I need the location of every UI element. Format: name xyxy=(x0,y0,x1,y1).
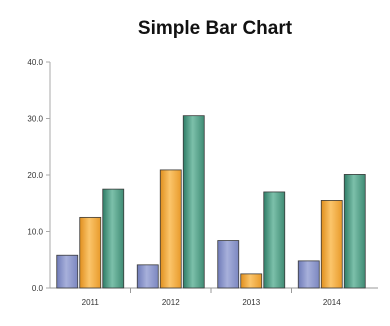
bar-2013-series-2 xyxy=(240,273,263,289)
x-tick-label: 2013 xyxy=(242,298,260,307)
bar-2012-series-2 xyxy=(159,169,182,289)
bar-2012-series-1 xyxy=(136,264,159,289)
x-tick-label: 2014 xyxy=(323,298,341,307)
y-tick-label: 20.0 xyxy=(27,171,43,180)
bar-2014-series-2 xyxy=(320,200,343,289)
y-tick-label: 0.0 xyxy=(32,284,44,293)
bar-2013-series-1 xyxy=(217,240,240,289)
chart-title: Simple Bar Chart xyxy=(137,18,293,39)
y-tick-label: 10.0 xyxy=(27,228,43,237)
x-tick-label: 2011 xyxy=(82,298,100,307)
bar-2012-series-3 xyxy=(182,115,205,289)
bars xyxy=(56,115,366,289)
bar-2011-series-2 xyxy=(79,216,102,289)
y-axis: 0.0 10.0 20.0 30.0 40.0 xyxy=(27,58,51,293)
bar-2011-series-1 xyxy=(56,254,79,289)
x-axis: 2011 2012 2013 2014 xyxy=(50,287,378,307)
bar-2011-series-3 xyxy=(102,188,125,289)
bar-2014-series-1 xyxy=(297,260,320,289)
y-tick-label: 30.0 xyxy=(27,115,43,124)
y-tick-label: 40.0 xyxy=(27,58,43,67)
x-tick-label: 2012 xyxy=(162,298,180,307)
bar-2013-series-3 xyxy=(263,191,286,289)
bar-2014-series-3 xyxy=(343,174,366,289)
